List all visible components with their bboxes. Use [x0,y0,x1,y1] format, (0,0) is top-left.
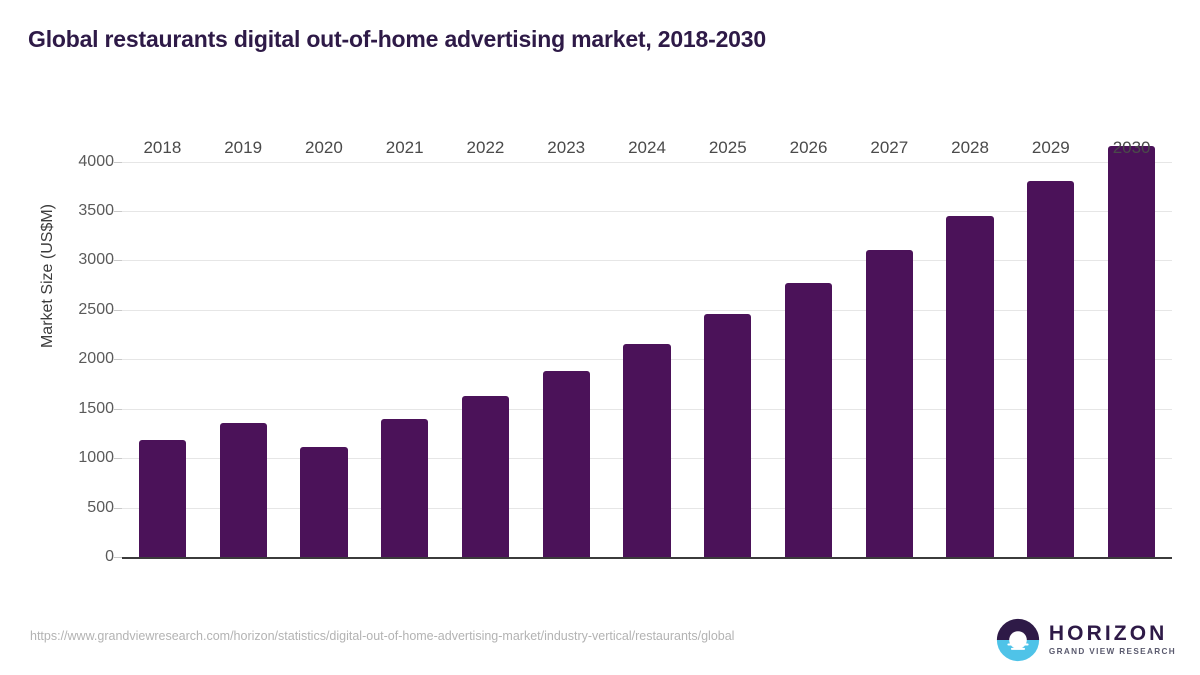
x-tick-label: 2020 [305,138,343,157]
x-tick-label: 2018 [143,138,182,157]
gridline [122,161,1172,163]
y-tick-mark [114,458,122,460]
y-tick-label: 0 [105,548,114,565]
bar[interactable] [623,343,671,557]
logo-tagline: GRAND VIEW RESEARCH [1048,647,1176,657]
x-tick-label: 2027 [870,138,909,157]
x-tick-label: 2025 [708,138,747,157]
y-axis-title: Market Size (US$M) [39,203,56,349]
gridline [122,309,1172,311]
x-tick-label: 2024 [628,138,666,157]
bar[interactable] [704,314,752,557]
horizon-sunrise-circle-icon [996,618,1040,662]
y-tick-label: 500 [87,498,114,516]
bar[interactable] [1107,145,1156,557]
x-tick-label: 2030 [1112,138,1151,157]
gridline [122,260,1172,262]
y-tick-mark [114,210,122,212]
y-tick-mark [114,359,122,361]
logo-name: HORIZON [1048,622,1168,646]
page-title: Global restaurants digital out-of-home a… [28,26,766,52]
bar[interactable] [946,215,994,557]
x-tick-label: 2029 [1031,138,1070,157]
x-tick-label: 2026 [789,138,828,157]
bar[interactable] [219,422,267,557]
bar[interactable] [542,371,590,557]
y-tick-label: 3500 [78,201,114,219]
bar[interactable] [461,395,510,557]
y-tick-label: 3000 [78,251,114,269]
x-tick-label: 2023 [547,138,586,157]
y-tick-mark [114,557,122,558]
x-tick-label: 2019 [224,138,263,157]
y-tick-mark [114,161,122,163]
bar[interactable] [300,447,348,557]
x-tick-label: 2028 [951,138,989,157]
y-tick-label: 1500 [78,399,114,417]
y-tick-mark [114,260,122,262]
y-tick-label: 2500 [78,300,114,318]
bar[interactable] [784,282,833,557]
source-url: https://www.grandviewresearch.com/horizo… [30,629,735,643]
bar[interactable] [865,249,913,557]
y-tick-label: 1000 [78,449,114,467]
bar[interactable] [381,418,429,557]
bar[interactable] [138,440,186,557]
y-tick-label: 2000 [78,350,114,368]
y-tick-label: 4000 [78,152,114,170]
y-tick-mark [114,408,122,410]
y-tick-mark [114,507,122,509]
x-tick-label: 2021 [385,138,424,157]
plot-area: 0 500 1000 1500 2000 2500 3000 3500 4000 2018 201… [78,122,1172,565]
gridline [122,210,1172,212]
logo-text: HORIZON GRAND VIEW RESEARCH [1049,623,1176,656]
y-tick-mark [114,309,122,311]
bar[interactable] [1027,180,1075,557]
brand-logo: HORIZON GRAND VIEW RESEARCH [996,618,1176,662]
axis-baseline [122,557,1172,559]
x-tick-label: 2022 [466,138,505,157]
